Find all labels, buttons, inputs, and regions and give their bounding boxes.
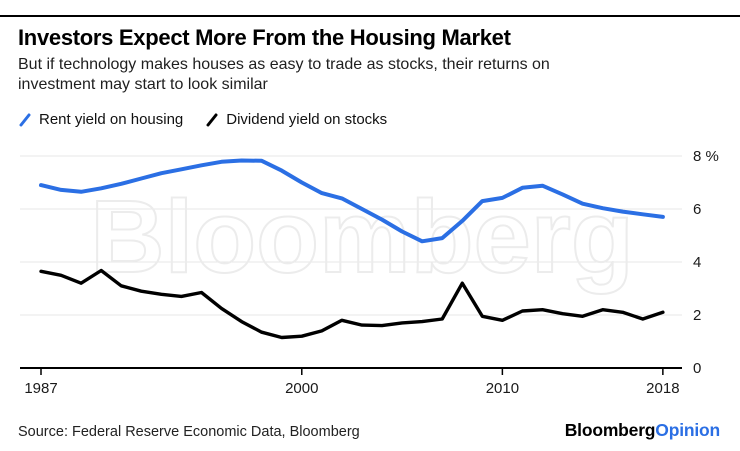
blue-slash-icon: [19, 113, 31, 126]
y-tick-label: 8 %: [693, 148, 719, 165]
watermark-text: Bloomberg: [90, 179, 634, 294]
top-divider: [0, 15, 740, 17]
x-tick-label: 2000: [285, 380, 318, 397]
subtitle-line-1: But if technology makes houses as easy t…: [18, 56, 550, 73]
black-slash-icon: [206, 113, 218, 126]
legend-item-rent-yield: Rent yield on housing: [18, 111, 183, 128]
x-tick-label: 2010: [486, 380, 519, 397]
x-tick-label: 2018: [646, 380, 679, 397]
page-title: Investors Expect More From the Housing M…: [18, 25, 511, 50]
series-line-dividend-yield: [39, 268, 665, 340]
series-line-rent-yield: [39, 158, 665, 244]
chart-subtitle: But if technology makes houses as easy t…: [18, 55, 550, 95]
bloomberg-opinion-logo: BloombergOpinion: [565, 420, 720, 441]
chart-canvas: Bloomberg 1987 2000 2010 2018 0 2 4 6 8 %: [20, 148, 719, 397]
subtitle-line-2: investment may start to look similar: [18, 76, 268, 93]
brand-bloomberg: Bloomberg: [564, 420, 656, 440]
x-tick-label: 1987: [24, 380, 57, 397]
y-tick-label: 6: [693, 201, 701, 218]
legend-label: Dividend yield on stocks: [226, 111, 388, 128]
y-tick-label: 0: [693, 360, 701, 377]
chart-legend: Rent yield on housing Dividend yield on …: [18, 111, 387, 128]
legend-label: Rent yield on housing: [39, 111, 184, 128]
legend-item-dividend-yield: Dividend yield on stocks: [205, 111, 387, 128]
brand-opinion: Opinion: [655, 420, 720, 440]
y-tick-label: 2: [693, 307, 701, 324]
y-tick-label: 4: [693, 254, 701, 271]
source-note: Source: Federal Reserve Economic Data, B…: [18, 424, 360, 440]
